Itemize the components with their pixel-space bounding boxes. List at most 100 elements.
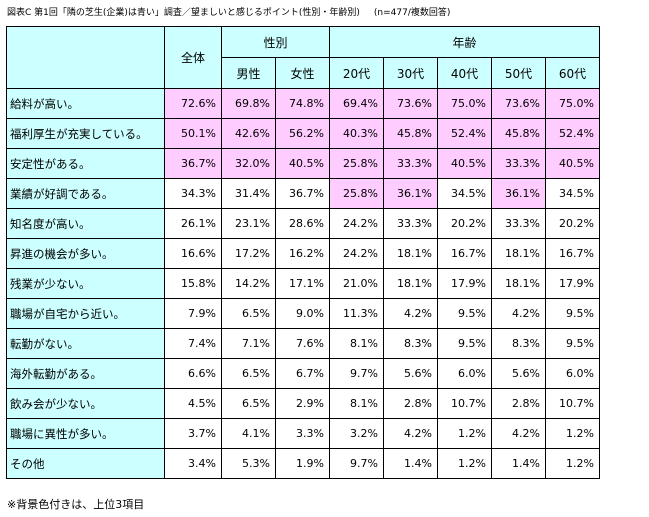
- value-cell: 34.5%: [437, 178, 492, 209]
- value-cell: 20.2%: [545, 208, 600, 239]
- value-cell: 40.5%: [545, 148, 600, 179]
- row-label: 業績が好調である。: [6, 178, 165, 209]
- value-cell: 75.0%: [437, 88, 492, 119]
- table-row: 職場が自宅から近い。 7.9% 6.5% 9.0% 11.3% 4.2% 9.5% 4.2% 9…: [6, 298, 600, 329]
- value-cell: 17.2%: [221, 238, 276, 269]
- title-text: 図表C 第1回「隣の芝生(企業)は青い」調査／望ましいと感じるポイント(性別・年…: [7, 8, 360, 18]
- value-cell: 69.8%: [221, 88, 276, 119]
- value-cell: 7.4%: [164, 328, 222, 359]
- table-row: 知名度が高い。 26.1% 23.1% 28.6% 24.2% 33.3% 20.2% 33.…: [6, 208, 600, 239]
- value-cell: 36.7%: [164, 148, 222, 179]
- row-label: 海外転勤がある。: [6, 358, 165, 389]
- value-cell: 50.1%: [164, 118, 222, 149]
- value-cell: 9.0%: [275, 298, 330, 329]
- value-cell: 40.5%: [437, 148, 492, 179]
- value-cell: 3.3%: [275, 418, 330, 449]
- value-cell: 5.3%: [221, 448, 276, 479]
- header-col-4: 40代: [437, 57, 492, 89]
- table-row: 飲み会が少ない。 4.5% 6.5% 2.9% 8.1% 2.8% 10.7% 2.8% 10.…: [6, 388, 600, 419]
- value-cell: 20.2%: [437, 208, 492, 239]
- value-cell: 33.3%: [491, 148, 546, 179]
- value-cell: 18.1%: [383, 268, 438, 299]
- value-cell: 36.1%: [491, 178, 546, 209]
- value-cell: 26.1%: [164, 208, 222, 239]
- value-cell: 1.2%: [437, 448, 492, 479]
- value-cell: 1.4%: [491, 448, 546, 479]
- value-cell: 69.4%: [329, 88, 384, 119]
- header-row-2: 男性 女性 20代 30代 40代 50代 60代: [7, 57, 600, 89]
- value-cell: 75.0%: [545, 88, 600, 119]
- header-col-1: 女性: [275, 57, 330, 89]
- value-cell: 2.9%: [275, 388, 330, 419]
- table-row: 海外転勤がある。 6.6% 6.5% 6.7% 9.7% 5.6% 6.0% 5.6% 6.0%: [6, 358, 600, 389]
- value-cell: 72.6%: [164, 88, 222, 119]
- sample-note: (n=477/複数回答): [373, 8, 451, 18]
- survey-table: 全体 性別 年齢 男性 女性 20代 30代 40代 50代 60代 給料が高い。 72.6%…: [6, 26, 600, 479]
- value-cell: 17.9%: [437, 268, 492, 299]
- value-cell: 3.2%: [329, 418, 384, 449]
- value-cell: 17.9%: [545, 268, 600, 299]
- value-cell: 8.1%: [329, 328, 384, 359]
- row-label: 職場が自宅から近い。: [6, 298, 165, 329]
- value-cell: 16.7%: [437, 238, 492, 269]
- value-cell: 6.5%: [221, 298, 276, 329]
- value-cell: 7.9%: [164, 298, 222, 329]
- row-label: 職場に異性が多い。: [6, 418, 165, 449]
- value-cell: 6.5%: [221, 358, 276, 389]
- row-label: 飲み会が少ない。: [6, 388, 165, 419]
- table-row: その他 3.4% 5.3% 1.9% 9.7% 1.4% 1.2% 1.4% 1.2%: [6, 448, 600, 479]
- value-cell: 6.0%: [437, 358, 492, 389]
- value-cell: 6.5%: [221, 388, 276, 419]
- value-cell: 74.8%: [275, 88, 330, 119]
- table-row: 職場に異性が多い。 3.7% 4.1% 3.3% 3.2% 4.2% 1.2% 4.2% 1.2…: [6, 418, 600, 449]
- value-cell: 16.7%: [545, 238, 600, 269]
- value-cell: 6.7%: [275, 358, 330, 389]
- footnote: ※背景色付きは、上位3項目: [7, 498, 145, 511]
- value-cell: 9.5%: [437, 298, 492, 329]
- value-cell: 34.3%: [164, 178, 222, 209]
- value-cell: 28.6%: [275, 208, 330, 239]
- value-cell: 2.8%: [383, 388, 438, 419]
- value-cell: 4.5%: [164, 388, 222, 419]
- value-cell: 36.7%: [275, 178, 330, 209]
- table-row: 給料が高い。 72.6% 69.8% 74.8% 69.4% 73.6% 75.0% 73.6…: [6, 88, 600, 119]
- table-row: 転勤がない。 7.4% 7.1% 7.6% 8.1% 8.3% 9.5% 8.3% 9.5%: [6, 328, 600, 359]
- value-cell: 23.1%: [221, 208, 276, 239]
- value-cell: 14.2%: [221, 268, 276, 299]
- value-cell: 10.7%: [437, 388, 492, 419]
- value-cell: 73.6%: [383, 88, 438, 119]
- value-cell: 9.7%: [329, 358, 384, 389]
- value-cell: 3.4%: [164, 448, 222, 479]
- value-cell: 24.2%: [329, 238, 384, 269]
- value-cell: 4.1%: [221, 418, 276, 449]
- value-cell: 16.6%: [164, 238, 222, 269]
- value-cell: 6.0%: [545, 358, 600, 389]
- row-label: その他: [6, 448, 165, 479]
- value-cell: 33.3%: [383, 208, 438, 239]
- value-cell: 31.4%: [221, 178, 276, 209]
- value-cell: 15.8%: [164, 268, 222, 299]
- value-cell: 8.1%: [329, 388, 384, 419]
- header-row-1: 全体 性別 年齢: [6, 26, 600, 89]
- value-cell: 1.2%: [437, 418, 492, 449]
- value-cell: 18.1%: [383, 238, 438, 269]
- row-label: 福利厚生が充実している。: [6, 118, 165, 149]
- value-cell: 40.3%: [329, 118, 384, 149]
- value-cell: 73.6%: [491, 88, 546, 119]
- header-col-2: 20代: [329, 57, 384, 89]
- value-cell: 9.5%: [437, 328, 492, 359]
- table-row: 昇進の機会が多い。 16.6% 17.2% 16.2% 24.2% 18.1% 16.7% 1…: [6, 238, 600, 269]
- value-cell: 1.4%: [383, 448, 438, 479]
- row-label: 転勤がない。: [6, 328, 165, 359]
- value-cell: 45.8%: [383, 118, 438, 149]
- table-row: 残業が少ない。 15.8% 14.2% 17.1% 21.0% 18.1% 17.9% 18.…: [6, 268, 600, 299]
- table-row: 福利厚生が充実している。 50.1% 42.6% 56.2% 40.3% 45.8% 52.…: [6, 118, 600, 149]
- row-label: 給料が高い。: [6, 88, 165, 119]
- value-cell: 4.2%: [491, 298, 546, 329]
- value-cell: 1.2%: [545, 418, 600, 449]
- value-cell: 18.1%: [491, 238, 546, 269]
- chart-title: 図表C 第1回「隣の芝生(企業)は青い」調査／望ましいと感じるポイント(性別・年…: [7, 7, 450, 19]
- table-row: 安定性がある。 36.7% 32.0% 40.5% 25.8% 33.3% 40.5% 33.…: [6, 148, 600, 179]
- value-cell: 33.3%: [491, 208, 546, 239]
- value-cell: 32.0%: [221, 148, 276, 179]
